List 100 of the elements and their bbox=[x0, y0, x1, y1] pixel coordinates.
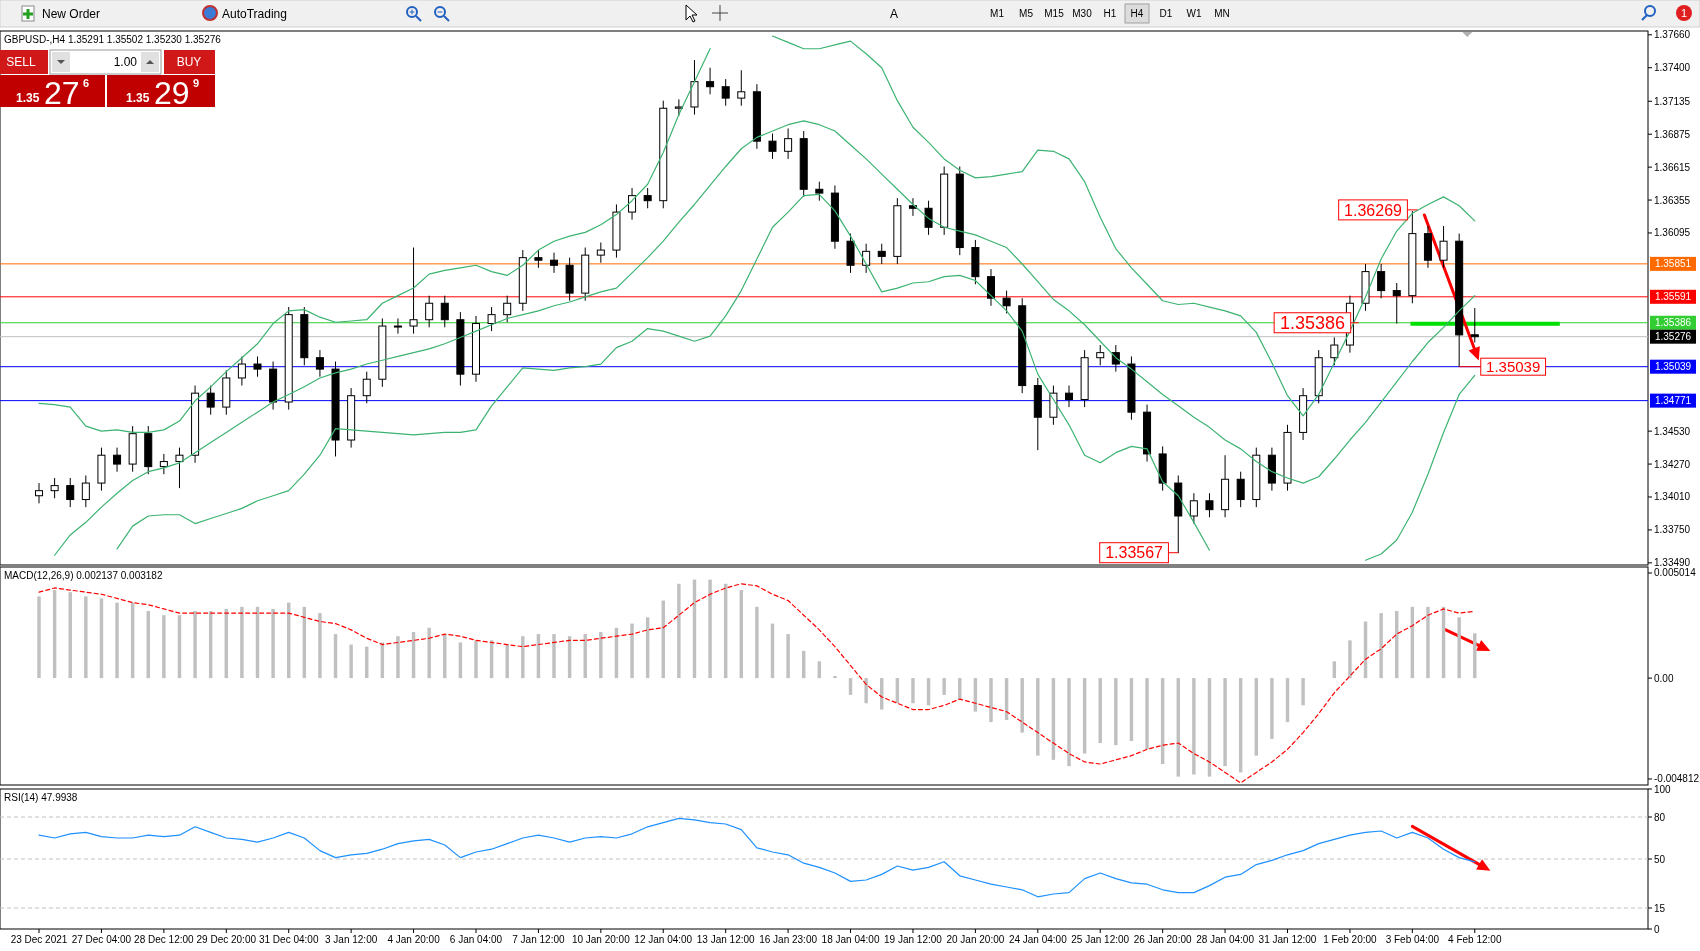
bar bbox=[630, 623, 634, 679]
candlestick bbox=[113, 447, 122, 473]
bar bbox=[786, 634, 790, 679]
x-tick-label: 29 Dec 20:00 bbox=[196, 934, 257, 945]
bar bbox=[84, 596, 88, 679]
x-tick-label: 25 Jan 12:00 bbox=[1071, 934, 1130, 945]
bar bbox=[1301, 678, 1305, 706]
x-tick-label: 6 Jan 04:00 bbox=[449, 934, 503, 945]
x-tick-label: 3 Feb 04:00 bbox=[1385, 934, 1440, 945]
x-tick-label: 4 Jan 20:00 bbox=[387, 934, 441, 945]
y-tick-label: 1.34270 bbox=[1654, 458, 1691, 470]
x-tick-label: 3 Jan 12:00 bbox=[325, 934, 378, 945]
candlestick bbox=[550, 252, 559, 274]
chart-title: MACD(12,26,9) 0.002137 0.003182 bbox=[4, 570, 163, 581]
annotation: 1.35039 bbox=[1486, 358, 1541, 376]
bar bbox=[37, 596, 41, 679]
candlestick bbox=[425, 295, 434, 328]
candlestick bbox=[986, 268, 995, 307]
y-tick-label: 1.36875 bbox=[1654, 128, 1691, 140]
text: M5 bbox=[1019, 8, 1034, 19]
candlestick bbox=[596, 241, 605, 264]
candlestick bbox=[50, 477, 59, 499]
annotation: 29 bbox=[154, 75, 190, 111]
bar bbox=[521, 636, 525, 679]
bar bbox=[115, 602, 119, 679]
candlestick bbox=[674, 98, 683, 117]
x-tick-label: 12 Jan 04:00 bbox=[634, 934, 693, 945]
y-tick-label: 50 bbox=[1654, 853, 1666, 865]
x-tick-label: 27 Dec 04:00 bbox=[71, 934, 132, 945]
candlestick bbox=[1377, 263, 1386, 299]
text: MN bbox=[1214, 8, 1230, 19]
x-tick-label: 24 Jan 04:00 bbox=[1008, 934, 1068, 945]
ref-line-label: 1.34771 bbox=[1654, 395, 1692, 407]
text: M30 bbox=[1072, 8, 1093, 19]
candlestick bbox=[1330, 336, 1339, 366]
y-tick-label: -0.004812 bbox=[1654, 773, 1700, 785]
text: M15 bbox=[1044, 8, 1065, 19]
candlestick bbox=[1096, 344, 1105, 366]
bar bbox=[1426, 606, 1430, 679]
candlestick bbox=[1205, 492, 1214, 518]
bar bbox=[396, 636, 400, 679]
y-tick-label: 0.005014 bbox=[1654, 567, 1697, 579]
candlestick bbox=[409, 247, 418, 335]
candlestick bbox=[815, 181, 824, 202]
candlestick bbox=[253, 355, 262, 378]
bar bbox=[911, 678, 915, 704]
bar bbox=[708, 579, 712, 679]
chart-title: GBPUSD-,H4 1.35291 1.35502 1.35230 1.35276 bbox=[4, 34, 222, 45]
bar bbox=[162, 615, 166, 679]
ref-line-label: 1.35591 bbox=[1654, 291, 1692, 303]
candlestick bbox=[924, 200, 933, 236]
bar bbox=[1067, 678, 1071, 767]
bar bbox=[318, 613, 322, 679]
x-tick-label: 4 Feb 12:00 bbox=[1448, 934, 1502, 945]
y-tick-label: 100 bbox=[1654, 783, 1672, 795]
x-tick-label: 31 Dec 04:00 bbox=[258, 934, 319, 945]
annotation: 9 bbox=[193, 77, 200, 89]
candlestick bbox=[159, 453, 168, 475]
annotation: 1.33567 bbox=[1105, 544, 1164, 562]
y-tick-label: 1.34530 bbox=[1654, 425, 1691, 437]
annotation: 27 bbox=[44, 75, 80, 111]
y-tick-label: 1.37400 bbox=[1654, 62, 1691, 74]
line-series bbox=[54, 120, 1476, 556]
x-tick-label: 18 Jan 04:00 bbox=[821, 934, 880, 945]
y-tick-label: 1.34010 bbox=[1654, 491, 1691, 503]
text: 1 bbox=[1680, 7, 1688, 19]
text: H4 bbox=[1130, 8, 1144, 19]
ref-line-label: 1.35276 bbox=[1654, 331, 1692, 343]
candlestick bbox=[784, 128, 793, 160]
bar bbox=[1192, 678, 1196, 775]
bar bbox=[989, 678, 993, 723]
chart-title: RSI(14) 47.9938 bbox=[4, 792, 78, 803]
x-tick-label: 28 Dec 12:00 bbox=[134, 934, 195, 945]
annotation: 6 bbox=[83, 77, 90, 89]
candlestick bbox=[877, 243, 886, 265]
text: A bbox=[889, 7, 899, 21]
candlestick bbox=[1065, 385, 1074, 408]
x-tick-label: 10 Jan 20:00 bbox=[571, 934, 631, 945]
candlestick bbox=[1236, 471, 1245, 508]
annotation: 1.35386 bbox=[1279, 313, 1345, 334]
bar bbox=[1036, 678, 1040, 756]
bar bbox=[833, 676, 837, 679]
candlestick bbox=[206, 385, 215, 416]
bar bbox=[552, 634, 556, 679]
bar bbox=[505, 644, 509, 679]
x-tick-label: 19 Jan 12:00 bbox=[884, 934, 943, 945]
x-tick-label: 13 Jan 12:00 bbox=[696, 934, 756, 945]
annotation: BUY bbox=[176, 55, 202, 69]
x-tick-label: 7 Jan 12:00 bbox=[512, 934, 565, 945]
annotation: 1.36269 bbox=[1344, 201, 1403, 219]
candlestick bbox=[721, 78, 730, 107]
ref-line-label: 1.35386 bbox=[1654, 317, 1692, 329]
y-tick-label: 0 bbox=[1654, 923, 1660, 935]
bar bbox=[864, 678, 868, 704]
x-tick-label: 1 Feb 20:00 bbox=[1323, 934, 1378, 945]
y-tick-label: 15 bbox=[1654, 902, 1666, 914]
candlestick bbox=[1439, 225, 1448, 269]
line-series bbox=[38, 583, 1476, 784]
bar bbox=[1145, 678, 1149, 750]
x-tick-label: 23 Dec 2021 bbox=[10, 934, 68, 945]
